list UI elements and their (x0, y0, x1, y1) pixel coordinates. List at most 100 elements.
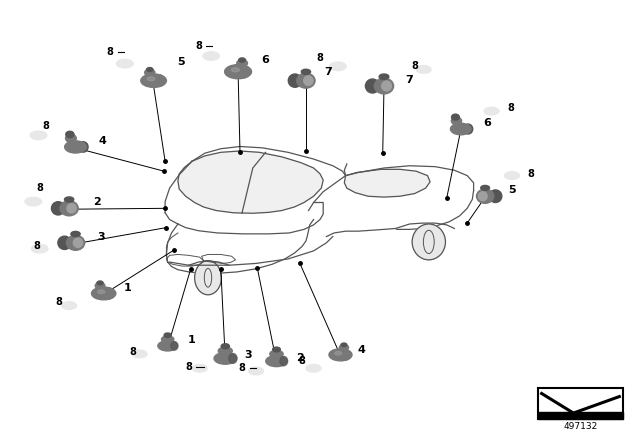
Ellipse shape (463, 124, 473, 134)
Ellipse shape (484, 107, 499, 115)
Ellipse shape (192, 364, 207, 372)
Text: 1: 1 (124, 283, 132, 293)
Ellipse shape (60, 201, 78, 216)
Ellipse shape (379, 74, 389, 79)
Ellipse shape (479, 192, 487, 201)
Ellipse shape (306, 364, 321, 372)
Ellipse shape (164, 333, 172, 337)
Ellipse shape (171, 341, 178, 350)
Text: 6: 6 (262, 56, 269, 65)
Text: 8: 8 (239, 363, 245, 373)
Ellipse shape (330, 62, 346, 70)
Ellipse shape (145, 69, 155, 76)
Ellipse shape (280, 357, 287, 366)
Ellipse shape (95, 283, 105, 289)
Text: 2: 2 (93, 198, 101, 207)
Ellipse shape (161, 336, 174, 343)
Polygon shape (178, 151, 323, 213)
Ellipse shape (147, 68, 153, 72)
Ellipse shape (232, 68, 239, 72)
Ellipse shape (153, 75, 164, 86)
Text: 8: 8 (107, 47, 113, 56)
Text: 1: 1 (188, 336, 196, 345)
Ellipse shape (132, 350, 147, 358)
Text: 2: 2 (296, 353, 303, 362)
Text: 7: 7 (324, 67, 332, 77)
Ellipse shape (266, 356, 287, 366)
Ellipse shape (451, 117, 461, 125)
Ellipse shape (65, 197, 74, 202)
Ellipse shape (239, 58, 246, 62)
Ellipse shape (270, 350, 283, 358)
Text: 8: 8 (195, 41, 202, 51)
FancyBboxPatch shape (538, 388, 623, 419)
Ellipse shape (229, 353, 237, 363)
Ellipse shape (61, 302, 77, 310)
Ellipse shape (297, 73, 315, 88)
Ellipse shape (30, 131, 47, 140)
Ellipse shape (416, 65, 431, 73)
Ellipse shape (225, 65, 252, 79)
Ellipse shape (65, 141, 86, 153)
Ellipse shape (329, 349, 352, 361)
Ellipse shape (412, 224, 445, 260)
Ellipse shape (71, 232, 80, 237)
Ellipse shape (476, 189, 494, 203)
Text: 4: 4 (358, 345, 365, 355)
Ellipse shape (301, 69, 310, 74)
Ellipse shape (67, 235, 84, 250)
Text: 8: 8 (36, 183, 43, 193)
Ellipse shape (218, 347, 232, 355)
Text: 8: 8 (317, 53, 323, 63)
Text: 8: 8 (528, 169, 534, 179)
Ellipse shape (451, 123, 471, 135)
Text: 5: 5 (508, 185, 516, 195)
Ellipse shape (74, 238, 83, 247)
Ellipse shape (304, 76, 313, 85)
Text: 8: 8 (186, 362, 192, 372)
Ellipse shape (195, 261, 221, 295)
Ellipse shape (339, 345, 349, 351)
Text: 5: 5 (177, 57, 185, 67)
Text: 8: 8 (34, 241, 40, 250)
Ellipse shape (381, 81, 392, 91)
Text: 8: 8 (56, 297, 62, 307)
Ellipse shape (147, 77, 155, 81)
Polygon shape (538, 412, 623, 419)
Ellipse shape (341, 343, 347, 347)
Ellipse shape (203, 52, 220, 60)
Ellipse shape (67, 204, 76, 213)
Ellipse shape (25, 197, 42, 206)
Ellipse shape (237, 65, 250, 78)
Ellipse shape (288, 74, 301, 87)
Ellipse shape (489, 190, 502, 202)
Ellipse shape (92, 287, 116, 300)
Ellipse shape (221, 344, 229, 349)
Text: 8: 8 (412, 61, 418, 71)
Text: 8: 8 (299, 356, 305, 366)
Ellipse shape (504, 172, 520, 180)
Text: 7: 7 (406, 75, 413, 85)
Ellipse shape (103, 288, 114, 299)
Ellipse shape (51, 202, 65, 215)
Ellipse shape (335, 351, 342, 355)
Ellipse shape (365, 79, 380, 93)
Ellipse shape (237, 60, 248, 67)
Text: 6: 6 (484, 118, 492, 128)
Ellipse shape (65, 134, 76, 142)
Text: 497132: 497132 (563, 422, 598, 431)
Text: 8: 8 (43, 121, 49, 131)
Ellipse shape (98, 290, 105, 293)
Ellipse shape (141, 74, 166, 87)
Ellipse shape (158, 341, 177, 351)
Text: 8: 8 (130, 347, 136, 357)
Ellipse shape (452, 114, 460, 120)
Ellipse shape (273, 347, 280, 352)
Ellipse shape (31, 244, 48, 253)
Ellipse shape (58, 236, 71, 250)
Ellipse shape (481, 185, 490, 190)
Ellipse shape (116, 60, 133, 68)
Ellipse shape (374, 78, 394, 94)
Ellipse shape (66, 131, 74, 138)
Text: 8: 8 (508, 103, 514, 113)
